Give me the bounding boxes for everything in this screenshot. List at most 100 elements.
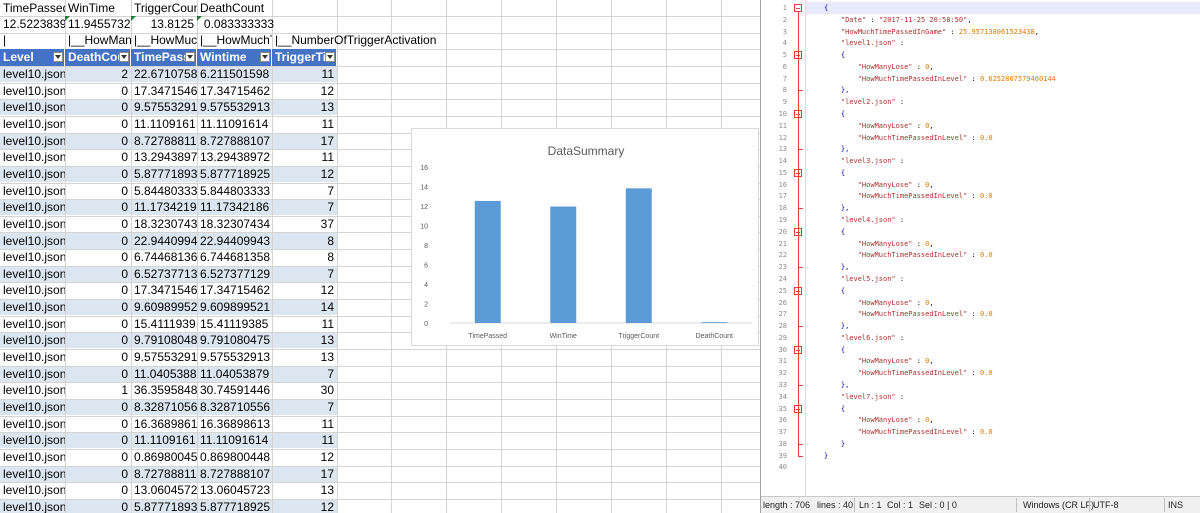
cell-timepassed[interactable]: 22.9440994 <box>134 233 197 248</box>
cell-triggertime[interactable]: 30 <box>320 383 334 398</box>
cell-level[interactable]: level10.json <box>3 449 65 464</box>
cell-timepassed[interactable]: 17.3471546 <box>134 283 197 298</box>
cell-timepassed[interactable]: 22.6710758 <box>134 67 197 81</box>
cell-triggertime[interactable]: 7 <box>327 183 334 198</box>
cell-triggertime[interactable]: 7 <box>327 400 334 414</box>
cell-wintime[interactable]: 22.94409943 <box>200 233 271 248</box>
cell-deathcount[interactable]: 0 <box>121 466 128 481</box>
cell-level[interactable]: level10.json <box>3 366 65 381</box>
cell-deathcount[interactable]: 0 <box>121 283 128 298</box>
cell-wintime[interactable]: 8.727888107 <box>200 466 271 481</box>
cell-wintime[interactable]: 13.29438972 <box>200 150 271 165</box>
cell-deathcount[interactable]: 0 <box>121 366 128 381</box>
cell-triggertime[interactable]: 11 <box>321 416 334 431</box>
cell-deathcount[interactable]: 0 <box>121 100 128 115</box>
cell-deathcount[interactable]: 0 <box>121 350 128 365</box>
cell-level[interactable]: level10.json <box>3 483 65 498</box>
cell-wintime[interactable]: 13.06045723 <box>200 483 271 498</box>
code-line[interactable]: "level5.json" : <box>840 274 905 283</box>
code-line[interactable]: "HowMuchTimePassedInGame" : 25.957138061… <box>840 27 1039 36</box>
code-line[interactable]: "HowManyLose" : 0, <box>857 416 934 425</box>
cell-deathcount[interactable]: 0 <box>121 183 128 198</box>
code-line[interactable]: "HowMuchTimePassedInLevel" : 0.0 <box>857 192 993 201</box>
cell-triggertime[interactable]: 12 <box>320 83 334 98</box>
code-line[interactable]: "HowMuchTimePassedInLevel" : 0.0 <box>857 369 993 378</box>
cell-timepassed[interactable]: 13.0604572 <box>134 483 197 498</box>
cell-wintime[interactable]: 9.609899521 <box>200 300 271 315</box>
cell-level[interactable]: level10.json <box>3 266 65 281</box>
cell-triggertime[interactable]: 14 <box>320 300 334 315</box>
cell-deathcount[interactable]: 0 <box>121 300 128 315</box>
column-header-triggertime[interactable]: TriggerTi <box>272 49 337 66</box>
filter-dropdown-icon[interactable] <box>119 52 129 62</box>
code-line[interactable]: "HowManyLose" : 0, <box>857 239 934 248</box>
summary-header-deathcount[interactable]: DeathCount <box>200 1 265 15</box>
cell-wintime[interactable]: 8.727888107 <box>200 133 271 148</box>
cell-wintime[interactable]: 6.211501598 <box>200 67 270 81</box>
cell-wintime[interactable]: 17.34715462 <box>200 83 271 98</box>
code-line[interactable]: "HowManyLose" : 0, <box>857 357 934 366</box>
cell-timepassed[interactable]: 11.1109161 <box>134 116 196 131</box>
cell-wintime[interactable]: 5.877718925 <box>200 166 271 181</box>
cell-wintime[interactable]: 11.04053879 <box>200 366 270 381</box>
summary-value-deathcount[interactable]: 0.083333333 <box>203 17 274 31</box>
code-line[interactable]: { <box>840 51 846 60</box>
cell-wintime[interactable]: 9.791080475 <box>200 333 271 348</box>
cell-deathcount[interactable]: 0 <box>121 233 128 248</box>
filter-dropdown-icon[interactable] <box>53 52 63 62</box>
cell-level[interactable]: level10.json <box>3 166 65 181</box>
code-line[interactable]: "level6.json" : <box>840 333 905 342</box>
cell-wintime[interactable]: 9.575532913 <box>200 350 271 365</box>
filter-dropdown-icon[interactable] <box>185 52 195 62</box>
cell-triggertime[interactable]: 11 <box>321 116 334 131</box>
summary-header-triggercount[interactable]: TriggerCoun <box>134 1 197 15</box>
json-editor[interactable]: 1 {2 "Date" : "2017-11-25 20:58:50", 3 "Ho… <box>760 0 1200 513</box>
cell-timepassed[interactable]: 9.79108048 <box>134 333 197 348</box>
cell-timepassed[interactable]: 6.52737713 <box>134 266 197 281</box>
code-line[interactable]: { <box>840 345 846 354</box>
cell-level[interactable]: level10.json <box>3 133 65 148</box>
subheader-cell[interactable]: |__HowMuch <box>134 33 197 47</box>
cell-level[interactable]: level10.json <box>3 400 65 414</box>
cell-deathcount[interactable]: 0 <box>121 166 128 181</box>
cell-deathcount[interactable]: 0 <box>121 333 128 348</box>
cell-wintime[interactable]: 16.36898613 <box>200 416 271 431</box>
cell-triggertime[interactable]: 11 <box>321 150 334 165</box>
cell-level[interactable]: level10.json <box>3 416 65 431</box>
code-line[interactable]: }, <box>840 380 850 389</box>
column-header-deathcount[interactable]: DeathCou <box>65 49 131 66</box>
cell-level[interactable]: level10.json <box>3 466 65 481</box>
cell-triggertime[interactable]: 17 <box>320 133 334 148</box>
cell-level[interactable]: level10.json <box>3 499 65 513</box>
code-line[interactable]: }, <box>840 145 850 154</box>
cell-triggertime[interactable]: 17 <box>320 466 334 481</box>
cell-timepassed[interactable]: 9.57553291 <box>134 350 197 365</box>
cell-triggertime[interactable]: 13 <box>320 100 334 115</box>
cell-level[interactable]: level10.json <box>3 250 65 265</box>
filter-dropdown-icon[interactable] <box>260 52 270 62</box>
summary-value-triggercount[interactable]: 13.8125 <box>150 17 194 31</box>
cell-level[interactable]: level10.json <box>3 433 65 448</box>
cell-triggertime[interactable]: 11 <box>321 67 334 81</box>
cell-timepassed[interactable]: 11.0405388 <box>134 366 197 381</box>
cell-timepassed[interactable]: 11.1109161 <box>134 433 196 448</box>
cell-deathcount[interactable]: 0 <box>121 250 128 265</box>
cell-timepassed[interactable]: 15.4111939 <box>134 316 196 331</box>
summary-value-wintime[interactable]: 11.9455732 <box>68 17 131 31</box>
subheader-cell[interactable]: |__HowMuchTi <box>200 33 272 47</box>
code-line[interactable]: }, <box>840 86 850 95</box>
cell-triggertime[interactable]: 12 <box>320 283 334 298</box>
cell-timepassed[interactable]: 11.1734219 <box>134 200 197 215</box>
summary-value-timepassed[interactable]: 12.5223839 <box>3 17 65 31</box>
cell-timepassed[interactable]: 9.57553291 <box>134 100 197 115</box>
cell-deathcount[interactable]: 0 <box>121 216 128 231</box>
code-line[interactable]: "HowMuchTimePassedInLevel" : 0.0 <box>857 133 993 142</box>
cell-deathcount[interactable]: 0 <box>121 400 128 414</box>
cell-triggertime[interactable]: 8 <box>327 250 334 265</box>
cell-level[interactable]: level10.json <box>3 283 65 298</box>
cell-level[interactable]: level10.json <box>3 300 65 315</box>
cell-wintime[interactable]: 18.32307434 <box>200 216 271 231</box>
code-line[interactable]: }, <box>840 263 850 272</box>
cell-level[interactable]: level10.json <box>3 150 65 165</box>
cell-triggertime[interactable]: 12 <box>320 499 334 513</box>
